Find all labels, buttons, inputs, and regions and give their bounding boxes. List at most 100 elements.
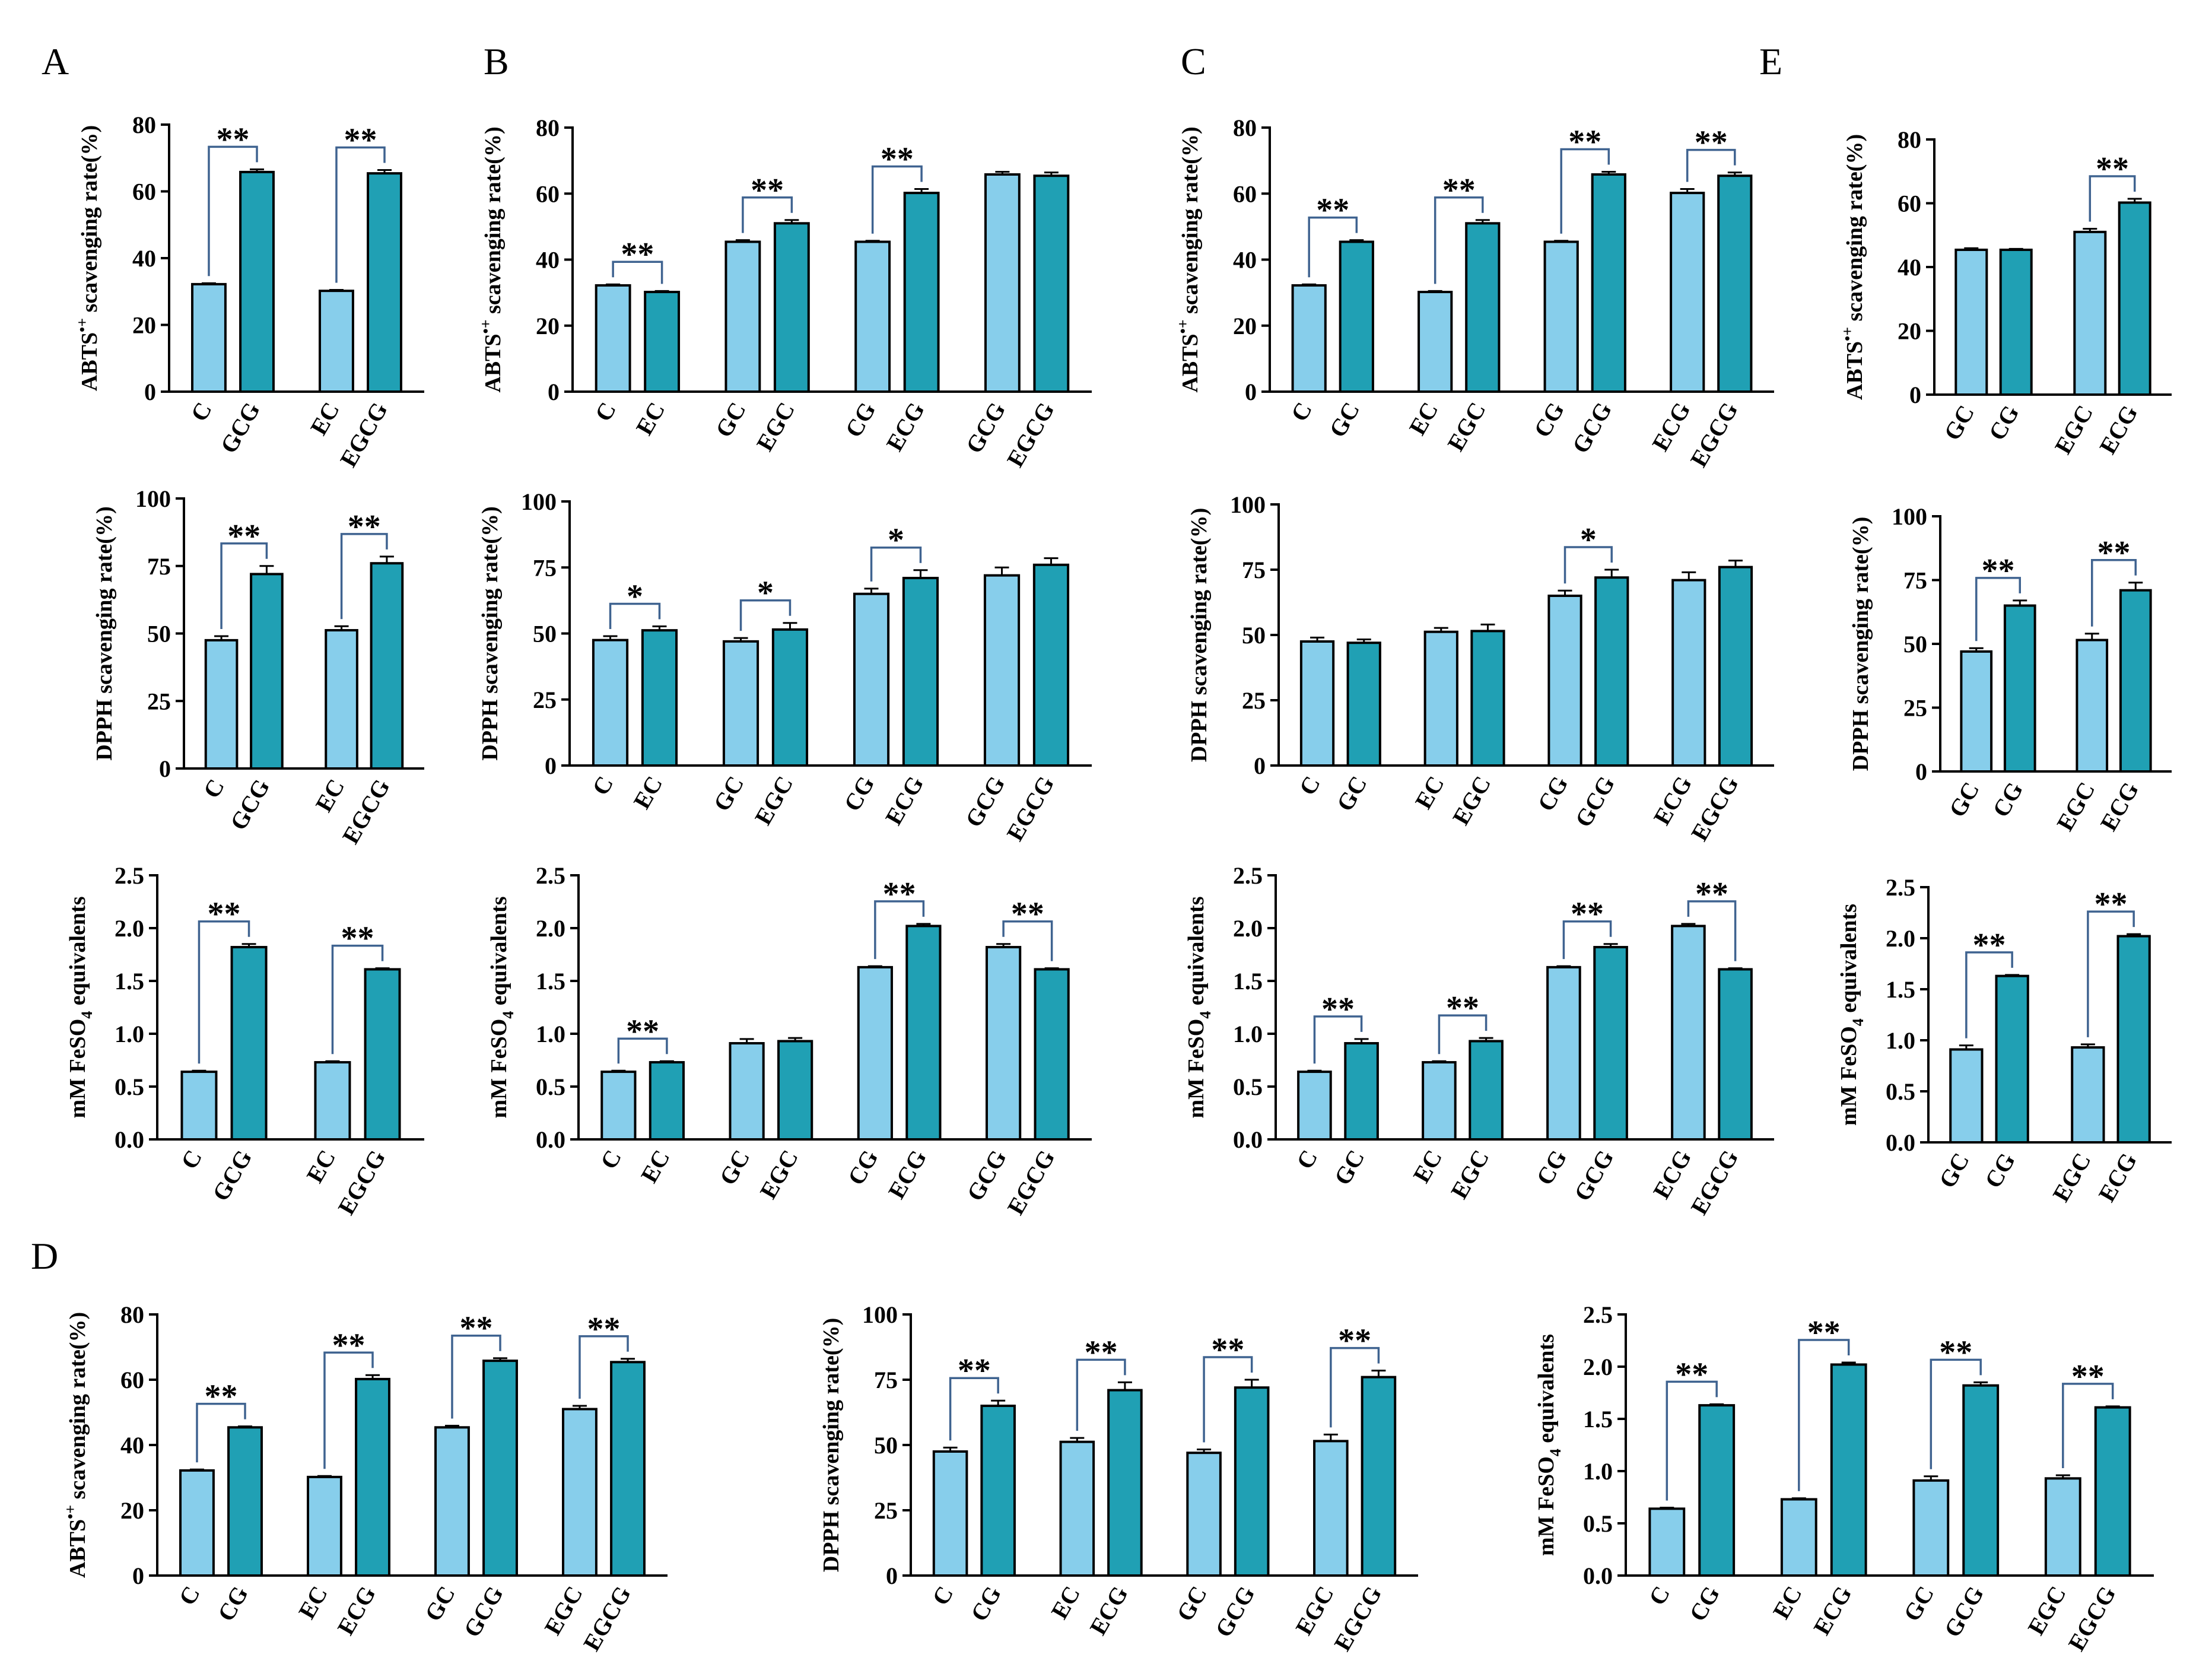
bar-b1-c [595, 284, 631, 393]
y-axis-title-subscript-e3: 4 [1849, 1018, 1867, 1026]
y-axis-title-e1: ABTS•+ scavenging rate(%) [1839, 134, 1867, 400]
y-axis-title-rest-d1: scavenging rate(%) [65, 1312, 90, 1505]
y-axis-title-c1: ABTS•+ scavenging rate(%) [1174, 126, 1203, 392]
x-tick-label-a2-ec: EC [310, 774, 350, 817]
x-tick-label-a1-c: C [185, 398, 217, 426]
x-tick-label-e3-ecg: ECG [2093, 1148, 2142, 1206]
y-tick-label-a3-3: 1.5 [115, 968, 144, 995]
sig-bracket-a2-1 [340, 533, 388, 620]
bar-b2-ec [641, 629, 678, 767]
y-tick-label-e3-1: 0.5 [1886, 1078, 1915, 1105]
x-tick-label-b3-egcg: EGCG [1002, 1145, 1060, 1219]
y-axis-title-feso-b3: mM FeSO [487, 1019, 511, 1119]
x-tick-label-b3-c: C [595, 1145, 627, 1174]
y-axis-title-rest-e1: scavenging rate(%) [1842, 134, 1867, 327]
x-tick-label-a1-gcg: GCG [215, 398, 265, 458]
y-tick-label-d2-4: 100 [862, 1301, 898, 1328]
sig-bracket-d2-3 [1330, 1346, 1380, 1428]
sig-bracket-b2-2 [870, 546, 922, 582]
chart-e2: 0 25 50 75 100 DPPH scavenging rate(%) GC CG ** E… [1848, 503, 2172, 836]
bar-c2-egcg [1718, 566, 1753, 767]
x-tick-label-e1-egc: EGC [2049, 401, 2098, 459]
x-tick-label-d1-ecg: ECG [332, 1581, 381, 1640]
bar-b2-gc [722, 640, 759, 767]
sig-bracket-d1-3 [579, 1335, 629, 1399]
y-tick-label-d1-4: 80 [120, 1301, 144, 1328]
sig-label-a1-0: ** [217, 121, 250, 158]
bar-c2-gc [1346, 641, 1381, 767]
sig-label-b2-1: * [757, 575, 774, 612]
y-tick-label-d3-0: 0.0 [1583, 1562, 1613, 1589]
bar-a2-gcg [250, 573, 284, 770]
y-axis-title-rest-a3: equivalents [65, 897, 90, 1011]
x-tick-label-d3-gcg: GCG [1938, 1581, 1989, 1641]
bar-b1-ecg [903, 192, 940, 393]
sig-label-d3-0: ** [1675, 1356, 1708, 1393]
y-tick-label-c3-5: 2.5 [1233, 862, 1263, 889]
panel-letter-d: D [31, 1235, 58, 1277]
y-tick-label-c1-0: 0 [1245, 379, 1257, 405]
y-tick-label-c1-4: 80 [1233, 115, 1257, 141]
x-tick-label-d3-egcg: EGCG [2063, 1581, 2121, 1656]
bar-d3-cg [1698, 1404, 1736, 1577]
sig-bracket-d2-0 [949, 1377, 999, 1441]
y-axis-title-e3: mM FeSO4 equivalents [1836, 904, 1867, 1126]
y-axis-title-subscript-c3: 4 [1197, 1011, 1214, 1019]
y-tick-label-a1-4: 80 [132, 112, 156, 138]
y-tick-label-e2-1: 25 [1903, 695, 1927, 722]
sig-bracket-d3-2 [1930, 1358, 1982, 1469]
bar-d2-gcg [1234, 1386, 1270, 1577]
x-tick-label-c3-egcg: EGCG [1686, 1145, 1744, 1219]
x-tick-label-b2-egc: EGC [749, 771, 798, 830]
bar-b1-egc [773, 222, 810, 393]
y-tick-label-a1-0: 0 [144, 379, 156, 405]
bar-c1-gc [1339, 240, 1374, 393]
y-tick-label-b2-0: 0 [545, 752, 557, 779]
y-tick-label-c1-1: 20 [1233, 313, 1257, 339]
y-axis-title-radical-c1: •+ [1174, 319, 1191, 334]
bar-e3-gc [1949, 1048, 1984, 1144]
bar-a1-gcg [239, 170, 275, 393]
y-tick-label-a2-0: 0 [159, 755, 171, 782]
chart-e3: 0.0 0.5 1.0 1.5 2.0 2.5 mM FeSO4 equivalents GC… [1836, 874, 2172, 1206]
bar-e1-egc [2073, 230, 2107, 396]
y-axis-title-rest-b3: equivalents [487, 897, 511, 1011]
x-tick-label-b3-ec: EC [635, 1145, 675, 1187]
x-tick-label-e1-cg: CG [1984, 401, 2025, 444]
sig-bracket-b2-0 [609, 602, 661, 629]
y-tick-label-b2-3: 75 [533, 554, 557, 581]
bar-a2-c [204, 639, 239, 770]
sig-bracket-b2-1 [739, 599, 792, 631]
bar-d3-c [1648, 1507, 1686, 1577]
y-axis-title-radical-d1: •+ [62, 1505, 79, 1519]
sig-bracket-b1-1 [742, 196, 793, 233]
sig-bracket-a1-1 [335, 146, 386, 283]
y-axis-title-a2: DPPH scavenging rate(%) [92, 506, 117, 760]
bar-c3-gc [1344, 1042, 1379, 1141]
y-tick-label-e2-2: 50 [1903, 631, 1927, 658]
y-tick-label-a3-5: 2.5 [115, 862, 144, 889]
bar-c2-c [1299, 640, 1335, 767]
x-tick-label-e2-gc: GC [1944, 777, 1985, 821]
sig-label-b2-0: * [627, 578, 643, 615]
y-axis-title-radical-a1: •+ [74, 318, 91, 332]
bar-a1-c [191, 282, 227, 393]
y-tick-label-c3-1: 0.5 [1233, 1074, 1263, 1100]
y-axis-title-abts-c1: ABTS [1178, 334, 1203, 392]
panel-letter-b: B [484, 40, 509, 82]
x-tick-label-e3-gc: GC [1934, 1148, 1975, 1192]
sig-label-d2-2: ** [1211, 1332, 1244, 1368]
sig-bracket-c1-1 [1434, 196, 1484, 284]
sig-label-c3-0: ** [1321, 991, 1355, 1028]
y-axis-title-feso-e3: mM FeSO [1836, 1026, 1861, 1126]
bar-e1-ecg [2118, 201, 2151, 396]
y-axis-title-d3: mM FeSO4 equivalents [1534, 1334, 1564, 1556]
x-tick-label-b3-gc: GC [714, 1145, 755, 1189]
y-axis-title-rest-b1: scavenging rate(%) [481, 126, 506, 319]
x-tick-label-d1-ec: EC [293, 1581, 333, 1624]
bar-d2-ecg [1107, 1389, 1143, 1577]
